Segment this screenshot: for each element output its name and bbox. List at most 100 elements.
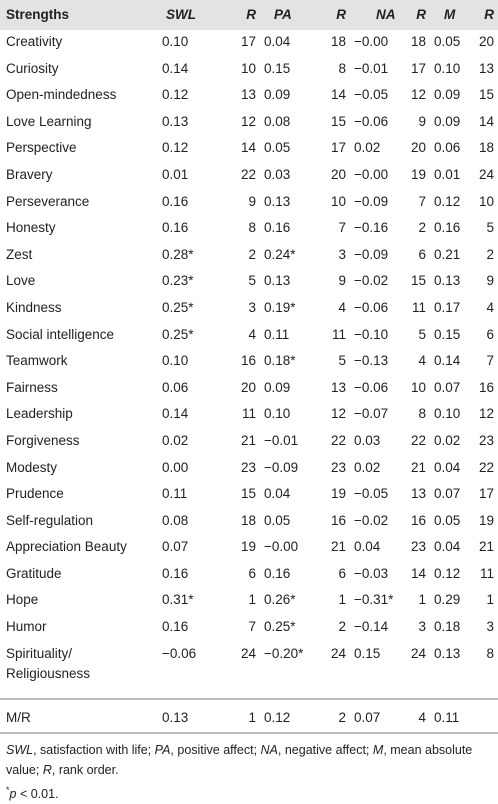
- header-row: Strengths SWL R PA R NA R M R: [0, 0, 498, 30]
- cell: 22: [330, 432, 346, 448]
- cell: 14: [410, 565, 426, 581]
- cell: 0.02: [434, 432, 461, 448]
- cell: 16: [330, 512, 346, 528]
- cell: 11: [331, 326, 346, 342]
- cell: 2: [248, 246, 256, 262]
- row-label: Humor: [6, 619, 47, 635]
- cell: 15: [478, 87, 494, 103]
- column-header: R: [470, 0, 498, 30]
- cell: 16: [240, 353, 256, 369]
- cell: 0.06: [434, 140, 461, 156]
- row-label: Social intelligence: [6, 326, 115, 342]
- cell: 12: [330, 406, 346, 422]
- cell: 13: [330, 379, 346, 395]
- cell: 19: [240, 539, 256, 555]
- cell: 21: [478, 539, 494, 555]
- cell: 24: [240, 645, 256, 661]
- cell: 23: [410, 539, 426, 555]
- cell: 0.31*: [162, 592, 194, 608]
- cell: 19: [478, 512, 494, 528]
- cell: 0.04: [264, 486, 291, 502]
- cell: 4: [338, 299, 346, 315]
- table-row: Gratitude 0.16 6 0.16 6 −0.03 14 0.12 11: [0, 562, 498, 589]
- cell: 0.28*: [162, 246, 194, 262]
- cell: 17: [330, 140, 346, 156]
- row-label: Spirituality/ Religiousness: [6, 645, 91, 681]
- cell: −0.06: [354, 379, 389, 395]
- cell: 1: [338, 592, 346, 608]
- cell: 0.16: [264, 220, 291, 236]
- cell: 1: [418, 592, 426, 608]
- cell: 1: [486, 592, 494, 608]
- cell: 0.16: [264, 565, 291, 581]
- cell: 0.12: [434, 565, 461, 581]
- cell: 17: [478, 486, 494, 502]
- cell: 23: [240, 459, 256, 475]
- cell: 14: [478, 113, 494, 129]
- summary-row: M/R 0.13 1 0.12 2 0.07 4 0.11: [0, 697, 498, 734]
- cell: 0.25*: [162, 326, 194, 342]
- cell: 0.11: [162, 486, 188, 502]
- cell: 21: [330, 539, 346, 555]
- cell: 0.13: [264, 273, 291, 289]
- cell: 13: [240, 87, 256, 103]
- cell: −0.00: [354, 34, 389, 49]
- table-row: Teamwork 0.10 16 0.18* 5 −0.13 4 0.14 7: [0, 349, 498, 376]
- cell: 0.07: [350, 697, 410, 734]
- table-row: Fairness 0.06 20 0.09 13 −0.06 10 0.07 16: [0, 376, 498, 403]
- cell: 15: [410, 273, 426, 289]
- note-text: SWL: [6, 742, 34, 757]
- footnote: *p < 0.01.: [0, 780, 498, 804]
- cell: −0.06: [354, 113, 389, 129]
- table-row: Creativity 0.10 17 0.04 18 −0.00 18 0.05 20: [0, 30, 498, 57]
- cell: −0.09: [354, 246, 389, 262]
- cell: 9: [418, 113, 426, 129]
- row-label: Love: [6, 273, 36, 289]
- cell: 6: [486, 326, 494, 342]
- table-row: Humor 0.16 7 0.25* 2 −0.14 3 0.18 3: [0, 615, 498, 642]
- cell: 19: [330, 486, 346, 502]
- cell: 0.25*: [162, 299, 194, 315]
- cell: 3: [418, 619, 426, 635]
- note-text: , positive affect;: [170, 742, 261, 757]
- row-label: Appreciation Beauty: [6, 539, 127, 555]
- table-row: Love Learning 0.13 12 0.08 15 −0.06 9 0.09 14: [0, 110, 498, 137]
- cell: 0.05: [264, 140, 291, 156]
- table-row: Appreciation Beauty 0.07 19 −0.00 21 0.04 23 0.…: [0, 535, 498, 562]
- table-row: Kindness 0.25* 3 0.19* 4 −0.06 11 0.17 4: [0, 296, 498, 323]
- cell: 6: [418, 246, 426, 262]
- cell: 0.17: [434, 299, 461, 315]
- cell: 0.10: [264, 406, 291, 422]
- cell: −0.03: [354, 565, 389, 581]
- cell: 9: [248, 193, 256, 209]
- cell: 0.10: [434, 60, 461, 76]
- cell: 18: [478, 140, 494, 156]
- cell: −0.02: [354, 512, 389, 528]
- cell: 6: [338, 565, 346, 581]
- cell: 15: [330, 113, 346, 129]
- cell: 0.18*: [264, 353, 296, 369]
- cell: 22: [478, 459, 494, 475]
- cell: 19: [410, 166, 426, 182]
- cell: 0.05: [434, 512, 461, 528]
- row-label: Bravery: [6, 166, 53, 182]
- footnote-text: p: [9, 786, 17, 801]
- cell: 0.13: [162, 113, 189, 129]
- note-text: , negative affect;: [277, 742, 373, 757]
- row-label: Modesty: [6, 459, 58, 475]
- cell: 8: [338, 60, 346, 76]
- cell: 4: [486, 299, 494, 315]
- cell: 1: [238, 697, 260, 734]
- cell: 16: [410, 512, 426, 528]
- row-label: Gratitude: [6, 565, 62, 581]
- cell: 11: [411, 299, 426, 315]
- cell: 0.08: [264, 113, 291, 129]
- row-label: Curiosity: [6, 60, 59, 76]
- cell: 0.21: [434, 246, 461, 262]
- table-row: Spirituality/ Religiousness −0.06 24 −0.20*…: [0, 642, 498, 684]
- spacer-cell: [0, 684, 498, 699]
- row-label: Honesty: [6, 220, 56, 236]
- table-row: Zest 0.28* 2 0.24* 3 −0.09 6 0.21 2: [0, 243, 498, 270]
- column-header: R: [238, 0, 260, 30]
- cell: 24: [478, 166, 494, 182]
